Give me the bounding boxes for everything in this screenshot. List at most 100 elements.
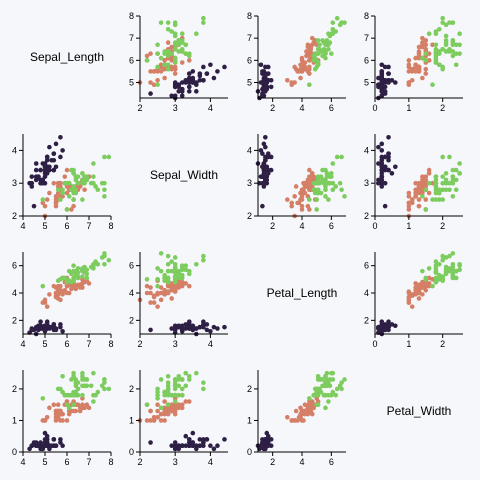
point-g1-8 — [77, 184, 83, 189]
point-g0-3 — [176, 89, 182, 94]
point-g0-45 — [261, 180, 267, 186]
point-g0-37 — [40, 161, 46, 166]
point-g1-14 — [293, 184, 299, 189]
point-g1-21 — [299, 55, 305, 61]
point-g1-43 — [148, 418, 153, 423]
y-tick-label: 5 — [129, 77, 134, 87]
cell-Sepal_Length-vs-Sepal_Length: Sepal_Length — [30, 50, 104, 64]
point-g0-3 — [33, 177, 39, 183]
point-g2-14 — [165, 62, 171, 68]
point-g2-42 — [437, 62, 442, 68]
point-g0-49 — [183, 326, 189, 331]
point-g2-38 — [64, 279, 70, 285]
point-g0-47 — [261, 89, 267, 94]
x-tick-label: 4 — [299, 221, 304, 231]
point-g2-49 — [433, 275, 439, 281]
point-g2-9 — [194, 370, 199, 376]
point-g1-15 — [176, 285, 182, 290]
cell-Sepal_Length-vs-Petal_Width: 0 1 2 5 6 7 8 — [364, 11, 463, 113]
point-g0-49 — [42, 443, 48, 448]
point-g2-44 — [183, 42, 189, 48]
point-g1-28 — [169, 58, 174, 63]
point-g1-48 — [285, 415, 290, 420]
point-g2-29 — [426, 180, 432, 186]
point-g2-39 — [443, 177, 449, 183]
x-tick-label: 4 — [20, 339, 25, 349]
point-g1-7 — [151, 300, 157, 305]
point-g1-33 — [426, 190, 432, 196]
point-g1-0 — [420, 35, 425, 41]
point-g1-15 — [176, 405, 182, 411]
point-g0-18 — [58, 154, 63, 160]
point-g1-43 — [42, 300, 48, 305]
x-tick-label: 4 — [208, 103, 213, 113]
point-g1-13 — [420, 184, 425, 189]
point-g2-40 — [323, 177, 328, 183]
point-g2-39 — [84, 271, 90, 277]
point-g2-44 — [457, 267, 462, 273]
point-g0-24 — [268, 167, 274, 173]
point-g1-48 — [285, 77, 290, 83]
point-g0-15 — [263, 134, 268, 140]
point-g2-23 — [71, 190, 76, 196]
point-g2-9 — [457, 31, 462, 37]
point-g2-9 — [457, 262, 462, 267]
point-g2-8 — [433, 42, 439, 48]
point-g1-7 — [289, 200, 295, 206]
point-g1-43 — [148, 300, 153, 305]
point-g1-35 — [64, 167, 70, 173]
point-g1-9 — [47, 190, 52, 196]
point-g0-33 — [261, 141, 267, 147]
point-g2-48 — [186, 53, 192, 59]
point-g0-18 — [58, 440, 63, 445]
point-g2-36 — [186, 374, 192, 379]
point-g0-24 — [268, 84, 274, 90]
point-g2-35 — [102, 180, 107, 186]
point-g2-48 — [450, 271, 456, 277]
point-g1-27 — [430, 180, 435, 186]
point-g0-42 — [379, 93, 385, 99]
point-g1-12 — [406, 58, 412, 63]
point-g1-32 — [162, 292, 167, 297]
point-g1-33 — [162, 58, 167, 63]
point-g0-46 — [201, 323, 206, 329]
point-g2-37 — [321, 392, 327, 398]
point-g2-42 — [60, 190, 65, 196]
point-g2-22 — [165, 20, 171, 25]
point-g1-36 — [309, 42, 315, 48]
point-g2-30 — [330, 27, 336, 32]
point-g2-30 — [330, 187, 336, 193]
point-g2-3 — [169, 51, 174, 56]
point-g2-49 — [315, 392, 321, 398]
point-g2-18 — [102, 194, 107, 199]
point-g1-13 — [169, 405, 174, 411]
point-g0-49 — [379, 171, 385, 176]
point-g0-37 — [194, 326, 199, 331]
point-g1-34 — [172, 402, 178, 407]
point-g1-49 — [416, 187, 422, 193]
x-tick-label: 2 — [137, 103, 142, 113]
point-g2-23 — [433, 190, 439, 196]
point-g1-29 — [292, 64, 297, 70]
point-g0-19 — [382, 154, 388, 160]
point-g2-19 — [423, 207, 429, 212]
point-g1-35 — [64, 399, 70, 404]
point-g2-41 — [84, 275, 90, 281]
point-g2-33 — [165, 51, 171, 56]
point-g2-45 — [317, 42, 322, 48]
point-g2-12 — [172, 383, 178, 389]
point-g0-34 — [176, 443, 182, 448]
point-g2-35 — [450, 20, 456, 25]
point-g2-18 — [450, 194, 456, 199]
y-tick-label: 8 — [364, 11, 369, 21]
point-g0-14 — [379, 62, 385, 68]
point-g2-0 — [457, 51, 462, 56]
point-g1-40 — [413, 69, 418, 74]
point-g2-31 — [201, 15, 206, 21]
point-g2-49 — [172, 275, 178, 281]
point-g0-32 — [211, 324, 217, 330]
point-g0-43 — [42, 430, 48, 436]
point-g2-31 — [106, 386, 112, 392]
x-tick-label: 1 — [406, 103, 411, 113]
point-g2-6 — [430, 197, 435, 202]
